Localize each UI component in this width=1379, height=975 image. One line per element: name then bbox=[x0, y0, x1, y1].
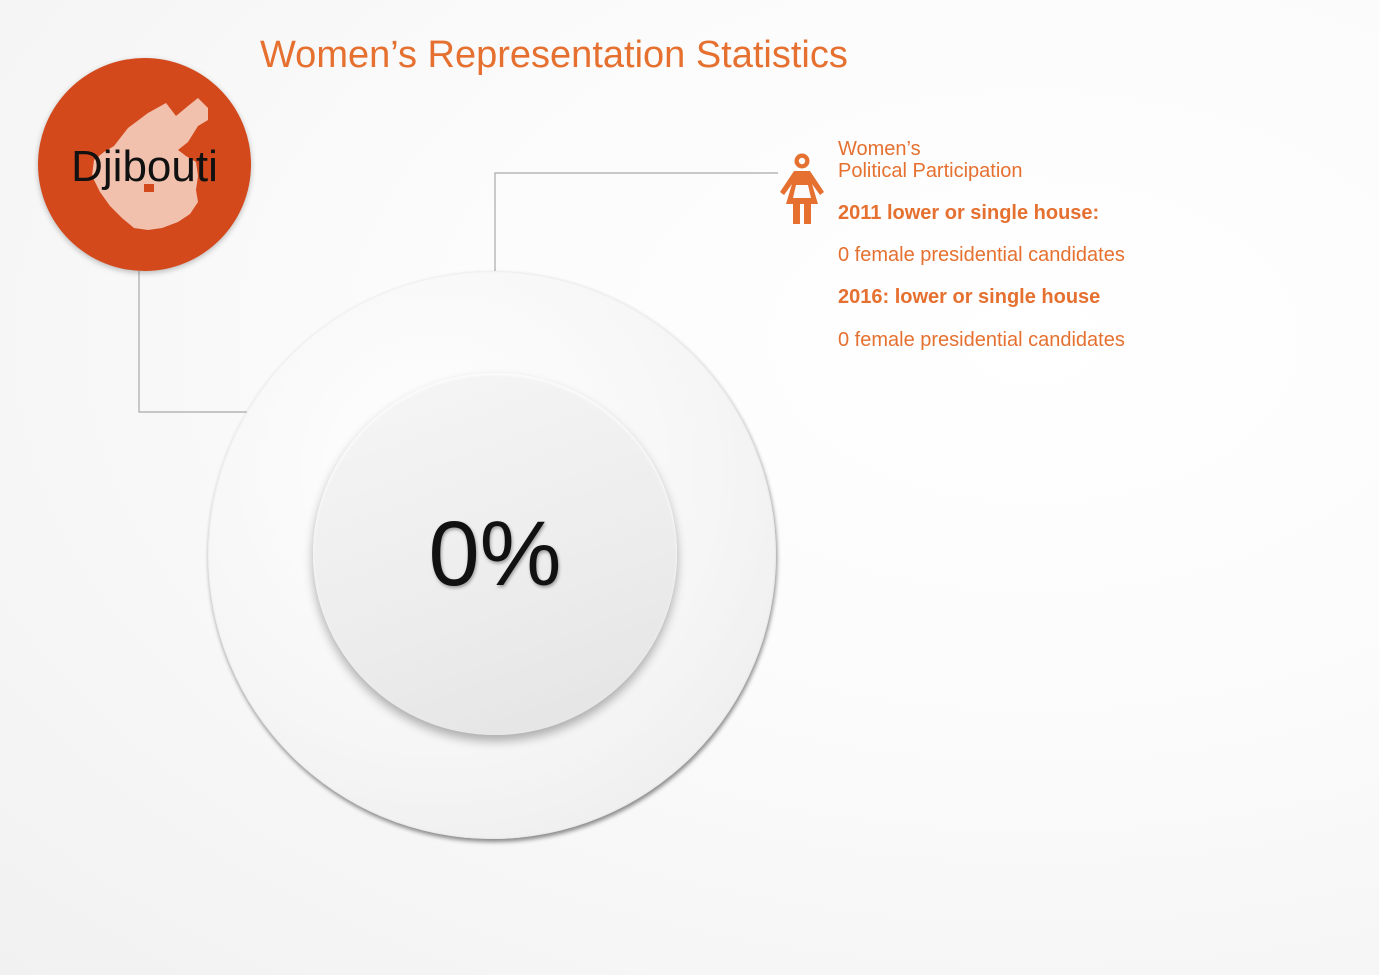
woman-icon bbox=[780, 153, 824, 224]
participation-heading-line2: Political Participation bbox=[838, 160, 1023, 182]
djibouti-map-icon bbox=[92, 98, 208, 230]
badge-connector-line bbox=[138, 271, 248, 413]
value-2011: 0 female presidential candidates bbox=[838, 244, 1125, 266]
country-badge: Djibouti bbox=[38, 58, 251, 271]
participation-panel: Women’s Political Participation 2011 low… bbox=[838, 138, 1125, 351]
participation-heading-line1: Women’s bbox=[838, 138, 921, 160]
label-2011: 2011 lower or single house: bbox=[838, 202, 1100, 224]
info-connector-line bbox=[494, 172, 778, 271]
label-2016: 2016: lower or single house bbox=[838, 286, 1101, 308]
inner-disc bbox=[313, 373, 677, 735]
page-title: Women’s Representation Statistics bbox=[260, 34, 848, 76]
representation-percent: 0% bbox=[428, 503, 562, 605]
value-2016: 0 female presidential candidates bbox=[838, 329, 1125, 351]
country-name: Djibouti bbox=[71, 142, 218, 191]
